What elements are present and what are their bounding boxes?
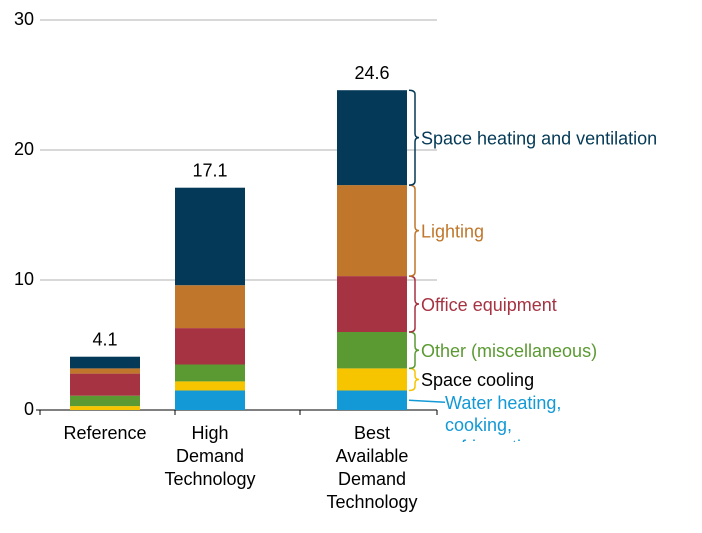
bar-segment bbox=[70, 406, 140, 410]
bar-segment bbox=[337, 185, 407, 277]
legend-label: Space heating and ventilation bbox=[421, 128, 657, 148]
y-tick-label: 30 bbox=[14, 9, 34, 29]
bar-segment bbox=[337, 276, 407, 332]
bar-segment bbox=[70, 395, 140, 407]
legend-label-box: Water heating, cooking, refrigeration bbox=[445, 393, 562, 442]
brace bbox=[408, 367, 420, 392]
x-label-box: Best Available Demand Technology bbox=[326, 423, 418, 512]
y-tick-label: 0 bbox=[24, 399, 34, 419]
legend-label: Water heating, cooking, refrigeration bbox=[445, 393, 562, 442]
brace bbox=[408, 184, 420, 277]
x-tick-label: Best Available Demand Technology bbox=[326, 423, 418, 512]
total-label: 17.1 bbox=[192, 160, 227, 180]
bar-segment bbox=[175, 328, 245, 365]
bar-segment bbox=[337, 390, 407, 410]
total-label: 24.6 bbox=[354, 63, 389, 83]
bar-segment bbox=[70, 368, 140, 374]
bar-segment bbox=[337, 368, 407, 391]
legend-label: Office equipment bbox=[421, 295, 557, 315]
legend-label: Lighting bbox=[421, 221, 484, 241]
bar-segment bbox=[70, 373, 140, 396]
x-tick-label: Reference bbox=[63, 423, 147, 443]
brace bbox=[408, 89, 420, 186]
bar-segment bbox=[70, 356, 140, 369]
bar-segment bbox=[337, 90, 407, 186]
y-tick-label: 10 bbox=[14, 269, 34, 289]
legend-label: Other (miscellaneous) bbox=[421, 341, 597, 361]
brace bbox=[408, 331, 420, 370]
brace bbox=[408, 275, 420, 333]
bar-segment bbox=[175, 285, 245, 329]
bar-segment bbox=[337, 332, 407, 369]
bar-segment bbox=[175, 187, 245, 286]
x-label-box: High Demand Technology bbox=[164, 423, 256, 489]
bar-segment bbox=[175, 390, 245, 410]
total-label: 4.1 bbox=[92, 329, 117, 349]
legend-label: Space cooling bbox=[421, 370, 534, 390]
bar-segment bbox=[175, 381, 245, 391]
x-tick-label: High Demand Technology bbox=[164, 423, 256, 489]
leader-line bbox=[408, 399, 446, 403]
bar-segment bbox=[175, 364, 245, 382]
x-label-box: Reference bbox=[63, 423, 147, 443]
y-tick-label: 20 bbox=[14, 139, 34, 159]
